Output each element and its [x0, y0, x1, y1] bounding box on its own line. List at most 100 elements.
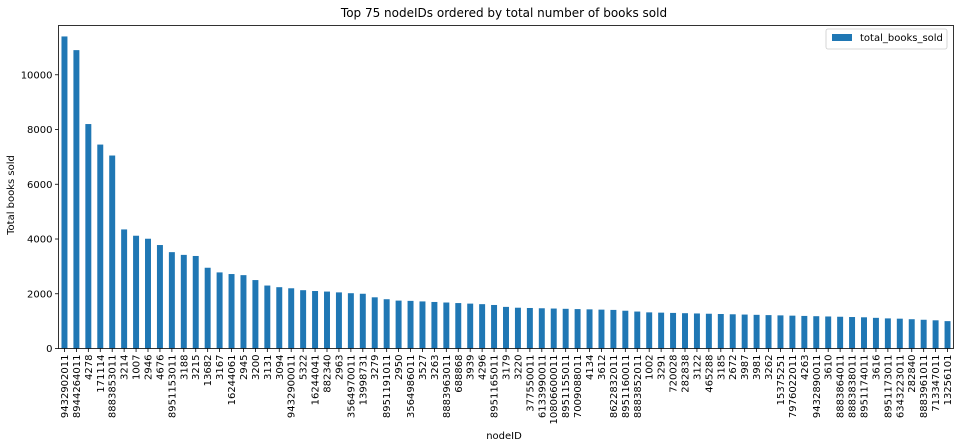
- x-tick-label: 688868: [454, 355, 465, 393]
- x-tick-label: 3279: [370, 355, 381, 380]
- bar-3215: [192, 255, 199, 349]
- bar-3200: [252, 280, 259, 349]
- y-axis-ticks: 0 2000 4000 6000 8000 10000: [21, 70, 59, 355]
- x-tick-label: 8883864011: [836, 355, 847, 419]
- x-tick-label: 3131: [263, 355, 274, 380]
- x-tick-label: 3939: [466, 355, 477, 380]
- x-tick-label: 3188: [179, 355, 190, 380]
- bar-3179: [503, 306, 509, 349]
- bar-1007: [133, 235, 140, 349]
- bar-3291: [658, 312, 665, 349]
- x-tick-label: 3291: [657, 355, 668, 380]
- x-tick-label: 3981: [752, 355, 763, 380]
- bar-4676: [156, 245, 163, 349]
- x-tick-label: 2950: [394, 355, 405, 380]
- bar-8951155011: [562, 308, 569, 349]
- bar-8951165011: [491, 304, 498, 349]
- x-tick-label: 2963: [334, 355, 345, 380]
- x-axis-ticks: 9432902011 8944264011 4278 171114 8883853011…: [60, 348, 954, 425]
- x-tick-label: 9432900011: [287, 355, 298, 419]
- y-tick-label: 10000: [21, 70, 53, 81]
- y-axis-label: Total books sold: [6, 155, 17, 236]
- bar-282838: [682, 313, 688, 349]
- bar-8951153011: [168, 252, 175, 349]
- legend-label: total_books_sold: [860, 33, 943, 44]
- x-tick-label: 16244041: [311, 355, 322, 406]
- x-tick-label: 8944264011: [72, 355, 83, 419]
- x-tick-label: 8951174011: [860, 355, 871, 419]
- x-tick-label: 3610: [824, 355, 835, 380]
- x-tick-label: 8883961011: [919, 355, 930, 419]
- bar-9432900011: [288, 288, 295, 349]
- x-tick-label: 2945: [239, 355, 250, 380]
- x-tick-label: 377550011: [525, 355, 536, 412]
- bar-6133990011: [538, 308, 545, 349]
- x-tick-label: 3616: [871, 355, 882, 380]
- bar-3564970011: [347, 293, 354, 349]
- x-tick-label: 3220: [513, 355, 524, 380]
- bar-6343223011: [896, 318, 903, 349]
- x-tick-label: 15375251: [776, 355, 787, 406]
- x-tick-label: 8622832011: [609, 355, 620, 419]
- x-tick-label: 3122: [692, 355, 703, 380]
- x-tick-label: 8883838011: [848, 355, 859, 419]
- x-tick-label: 3167: [215, 355, 226, 380]
- bar-10806600011: [550, 308, 557, 349]
- bar-3279: [371, 297, 378, 349]
- y-tick-label: 4000: [27, 235, 52, 246]
- bar-8883864011: [837, 316, 844, 349]
- plot-frame: [58, 25, 954, 349]
- bar-5322: [300, 290, 307, 349]
- x-tick-label: 3987: [740, 355, 751, 380]
- bar-8883838011: [849, 317, 856, 349]
- bar-3220: [514, 307, 521, 349]
- bars-group: [61, 36, 951, 349]
- x-tick-label: 4134: [585, 355, 596, 380]
- bar-3167: [216, 272, 223, 349]
- x-tick-label: 7009088011: [573, 355, 584, 419]
- x-tick-label: 13998731: [358, 355, 369, 406]
- bar-15375251: [777, 315, 784, 349]
- x-tick-label: 10806600011: [549, 355, 560, 425]
- x-axis-label: nodeID: [486, 431, 522, 442]
- bar-8883852011: [634, 311, 641, 349]
- bar-3188: [180, 254, 187, 349]
- bar-8883963011: [443, 302, 450, 349]
- x-tick-label: 8951153011: [167, 355, 178, 419]
- x-tick-label: 6343223011: [895, 355, 906, 419]
- bar-4296: [479, 304, 486, 349]
- x-tick-label: 882340: [323, 355, 334, 393]
- y-tick-label: 6000: [27, 180, 52, 191]
- bar-882340: [324, 291, 330, 349]
- x-tick-label: 720028: [669, 355, 680, 393]
- legend-swatch: [832, 34, 852, 41]
- x-tick-label: 282838: [681, 355, 692, 393]
- x-tick-label: 16244061: [227, 355, 238, 406]
- bar-3262: [765, 315, 772, 349]
- bar-2950: [395, 300, 402, 349]
- x-tick-label: 3527: [418, 355, 429, 380]
- bar-8944264011: [73, 50, 80, 349]
- x-tick-label: 3215: [191, 355, 202, 380]
- bar-3094: [276, 287, 283, 349]
- bar-8622832011: [610, 309, 617, 349]
- bar-8951160011: [622, 310, 629, 349]
- bar-3527: [419, 301, 426, 349]
- y-tick-label: 8000: [27, 125, 52, 136]
- bar-465288: [705, 313, 712, 349]
- x-tick-label: 8951155011: [561, 355, 572, 419]
- bar-2945: [240, 275, 247, 349]
- legend: total_books_sold: [825, 28, 948, 50]
- chart-title: Top 75 nodeIDs ordered by total number o…: [340, 6, 667, 20]
- x-tick-label: 8883963011: [442, 355, 453, 419]
- x-tick-label: 5322: [299, 355, 310, 380]
- bar-3610: [825, 316, 832, 349]
- bar-3987: [741, 314, 748, 349]
- x-tick-label: 3094: [275, 355, 286, 380]
- bar-4134: [586, 309, 593, 349]
- x-tick-label: 6133990011: [537, 355, 548, 419]
- bar-2963: [335, 292, 342, 349]
- bar-2946: [145, 238, 151, 349]
- x-tick-label: 3612: [597, 355, 608, 380]
